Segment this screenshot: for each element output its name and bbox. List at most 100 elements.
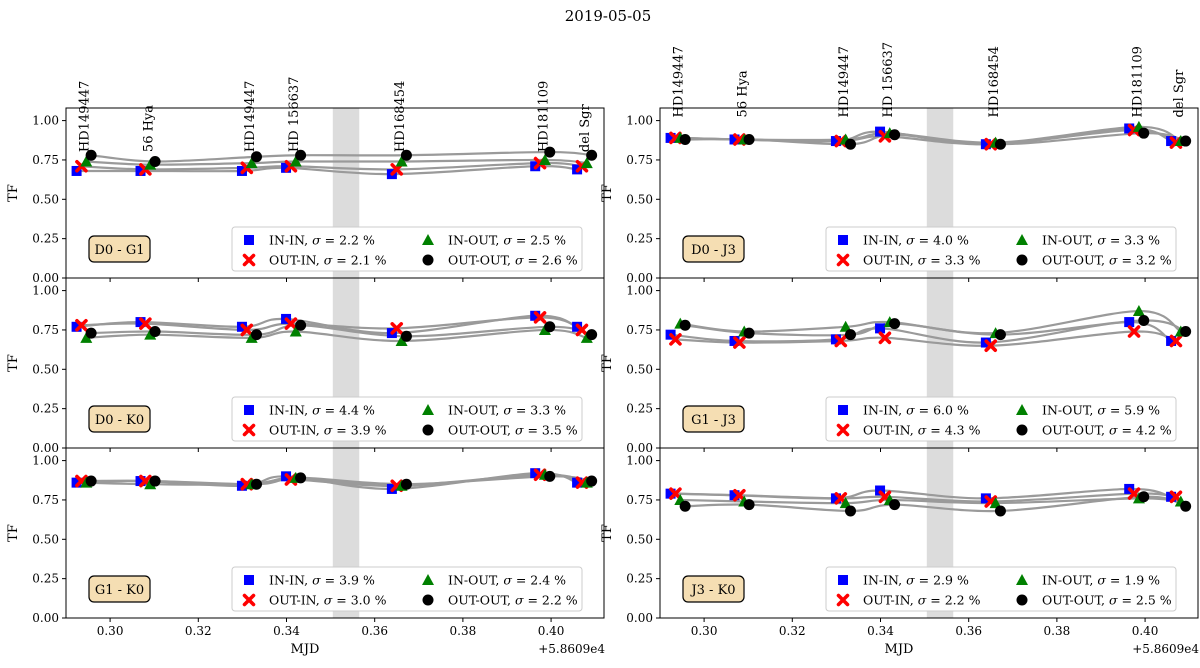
- y-tick-label: 0.50: [32, 532, 59, 546]
- baseline-label: G1 - J3: [691, 413, 736, 428]
- point-out-in: [733, 336, 746, 349]
- legend-box: [231, 226, 583, 272]
- point-in-in: [1124, 317, 1135, 328]
- point-out-out: [295, 472, 307, 484]
- point-out-out: [1138, 491, 1150, 503]
- point-in-in: [665, 132, 676, 143]
- point-out-out: [889, 499, 901, 511]
- point-in-out: [989, 497, 1002, 509]
- legend-marker-in-out: [422, 234, 434, 245]
- point-in-in: [135, 165, 146, 176]
- star-label: HD149447: [243, 81, 258, 152]
- point-in-in: [980, 139, 991, 150]
- legend-entry-out-out: OUT-OUT, σ = 2.5 %: [1042, 593, 1172, 608]
- point-out-out: [1180, 326, 1192, 338]
- legend-box: [231, 566, 583, 612]
- legend-marker-out-out: [422, 594, 434, 606]
- y-tick-label: 0.25: [32, 572, 59, 586]
- trend-line-in-in: [670, 487, 1172, 500]
- star-label: HD181109: [1130, 46, 1145, 117]
- legend-entry-in-out: IN-OUT, σ = 2.5 %: [448, 233, 566, 248]
- y-axis-label: TF: [600, 184, 615, 202]
- point-in-in: [729, 134, 740, 145]
- x-axis-label: MJD: [885, 642, 914, 657]
- x-offset-label: +5.8609e4: [538, 642, 605, 656]
- point-out-out: [295, 319, 307, 331]
- legend-box: [825, 226, 1177, 272]
- legend-entry-out-in: OUT-IN, σ = 4.3 %: [863, 423, 981, 438]
- y-tick-label: 0.25: [626, 232, 653, 246]
- legend-marker-out-in: [242, 423, 256, 437]
- y-tick-label: 0.00: [32, 441, 59, 455]
- point-in-out: [80, 155, 93, 167]
- y-tick-label: 0.75: [32, 153, 59, 167]
- legend-entry-out-in: OUT-IN, σ = 2.2 %: [863, 593, 981, 608]
- point-out-in: [284, 317, 298, 330]
- point-out-out: [149, 326, 161, 338]
- point-in-out: [580, 157, 593, 169]
- y-axis-label: TF: [600, 524, 615, 542]
- point-out-out: [295, 149, 307, 161]
- legend-marker-out-in: [242, 593, 256, 607]
- y-tick-label: 0.00: [32, 611, 59, 625]
- point-in-out: [538, 153, 551, 165]
- point-in-in: [665, 488, 676, 499]
- point-in-in: [281, 162, 292, 173]
- point-out-in: [1127, 325, 1141, 338]
- legend-entry-out-out: OUT-OUT, σ = 3.2 %: [1042, 253, 1172, 268]
- point-out-out: [251, 329, 263, 341]
- y-tick-label: 0.50: [626, 532, 653, 546]
- point-out-out: [743, 327, 755, 339]
- point-out-in: [575, 323, 589, 337]
- x-tick-label: 0.40: [1132, 624, 1159, 638]
- point-out-in: [878, 331, 892, 345]
- point-in-in: [530, 310, 541, 321]
- point-in-out: [144, 478, 157, 490]
- legend-entry-in-in: IN-IN, σ = 3.9 %: [269, 573, 375, 588]
- x-offset-label: +5.8609e4: [1132, 642, 1199, 656]
- point-out-in: [139, 317, 152, 330]
- point-in-in: [729, 490, 740, 501]
- legend-entry-in-out: IN-OUT, σ = 3.3 %: [448, 403, 566, 418]
- point-in-in: [71, 321, 82, 332]
- legend-marker-in-out: [1016, 404, 1028, 415]
- point-out-in: [733, 488, 746, 502]
- point-out-in: [669, 333, 682, 346]
- y-tick-label: 0.00: [626, 271, 653, 285]
- legend-marker-out-out: [422, 254, 434, 266]
- legend-marker-in-out: [1016, 574, 1028, 585]
- point-out-out: [586, 475, 598, 487]
- legend-marker-in-in: [838, 235, 848, 245]
- y-tick-label: 1.00: [626, 454, 653, 468]
- legend-marker-in-out: [422, 404, 434, 415]
- point-in-out: [289, 325, 302, 337]
- legend-entry-in-out: IN-OUT, σ = 1.9 %: [1042, 573, 1160, 588]
- y-tick-label: 0.25: [626, 402, 653, 416]
- legend-marker-in-in: [244, 235, 254, 245]
- point-in-out: [839, 497, 852, 509]
- legend-entry-in-in: IN-IN, σ = 2.2 %: [269, 233, 375, 248]
- y-tick-label: 0.75: [32, 323, 59, 337]
- legend-entry-in-out: IN-OUT, σ = 3.3 %: [1042, 233, 1160, 248]
- y-tick-label: 0.50: [32, 192, 59, 206]
- legend-entry-out-in: OUT-IN, σ = 3.3 %: [863, 253, 981, 268]
- baseline-label: D0 - J3: [691, 243, 736, 258]
- baseline-label-box: [682, 405, 745, 433]
- y-tick-label: 0.50: [32, 362, 59, 376]
- point-in-in: [729, 335, 740, 346]
- point-in-out: [1132, 305, 1145, 317]
- panel-d0-k0: 0.00 0.25 0.50 0.75 1.00 TF D0 - K0 IN-IN, σ = …: [6, 277, 605, 455]
- legend-entry-out-in: OUT-IN, σ = 3.9 %: [269, 423, 387, 438]
- point-out-out: [400, 149, 412, 161]
- point-in-in: [1124, 123, 1135, 134]
- point-out-out: [845, 505, 857, 517]
- point-in-in: [572, 477, 583, 488]
- baseline-label-box: [682, 575, 745, 603]
- point-out-out: [1180, 500, 1192, 512]
- star-label: HD181109: [536, 81, 551, 152]
- figure-title: 2019-05-05: [565, 7, 651, 25]
- point-out-out: [85, 475, 97, 487]
- legend-marker-out-in: [242, 253, 256, 267]
- point-in-in: [135, 317, 146, 328]
- axes-frame: [65, 447, 605, 619]
